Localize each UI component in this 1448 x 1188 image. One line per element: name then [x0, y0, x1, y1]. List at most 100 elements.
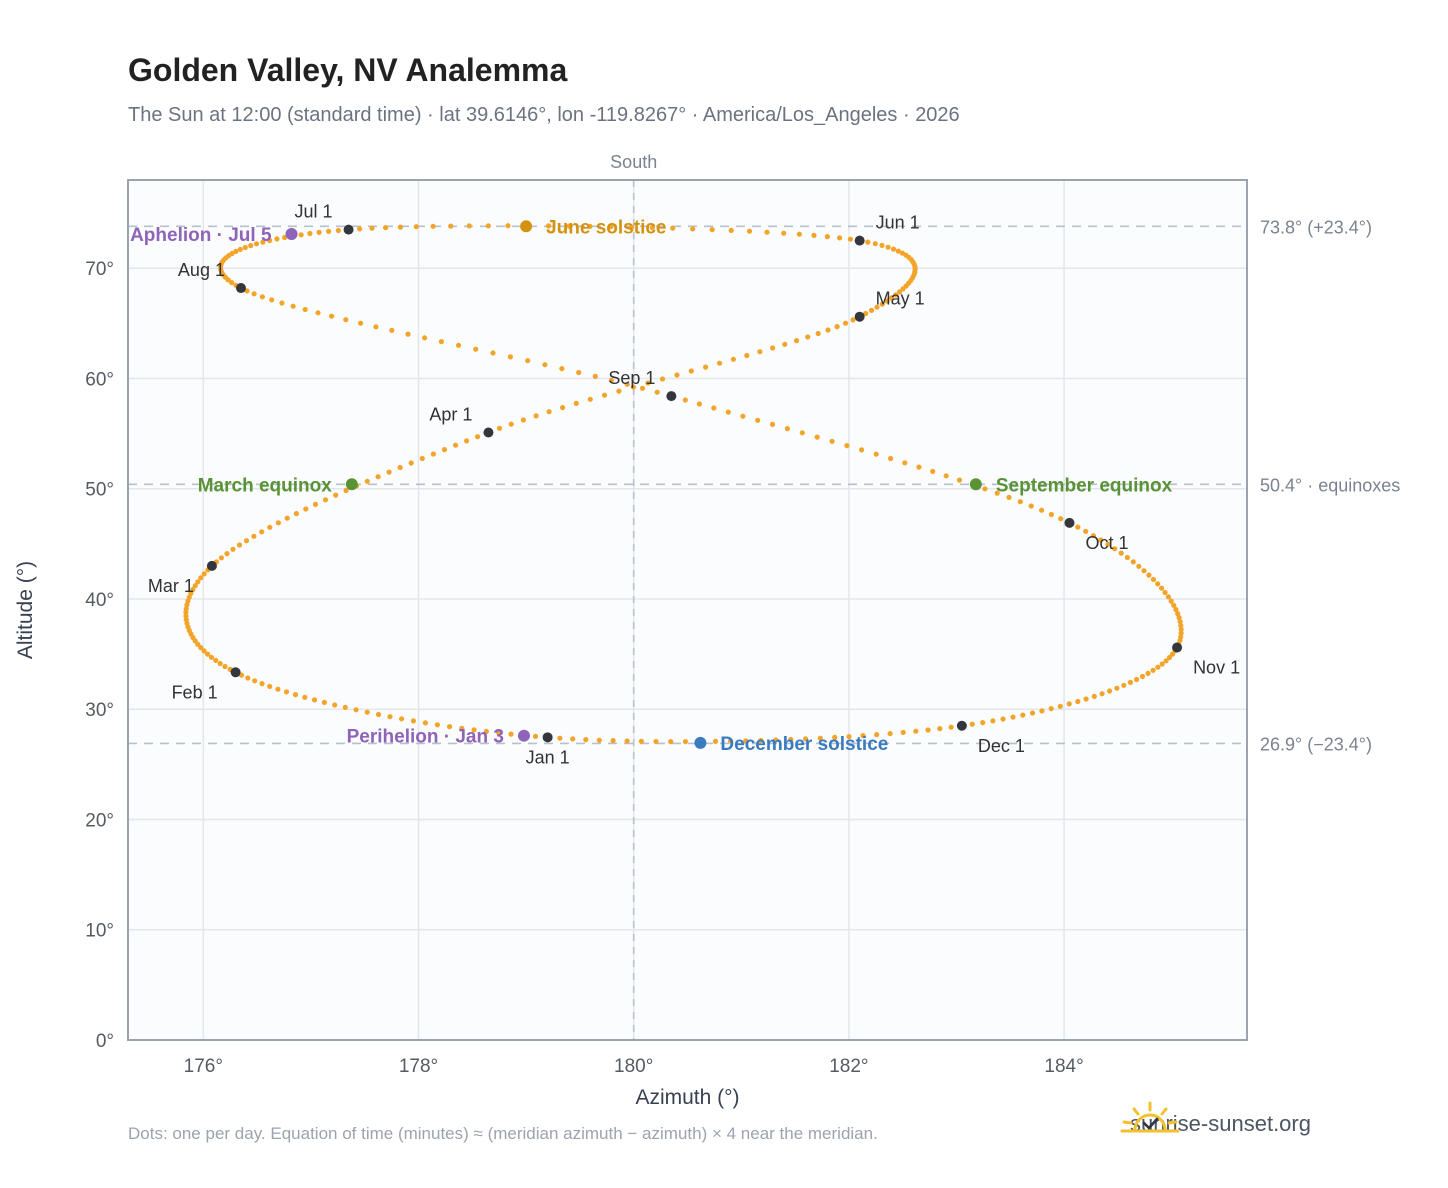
daily-sun-dot [399, 716, 405, 722]
footer-note: Dots: one per day. Equation of time (min… [128, 1124, 878, 1143]
daily-sun-dot [1083, 696, 1089, 702]
daily-sun-dot [282, 234, 288, 241]
daily-sun-dot [485, 223, 491, 229]
daily-sun-dot [773, 737, 779, 743]
daily-sun-dot [868, 307, 875, 313]
daily-sun-dot [475, 434, 481, 440]
daily-sun-dot [925, 727, 931, 733]
daily-sun-dot [769, 421, 776, 427]
reference-label: 26.9° (−23.4°) [1260, 734, 1372, 754]
daily-sun-dot [982, 486, 988, 492]
month-label: Dec 1 [978, 736, 1025, 756]
daily-sun-dot [471, 727, 477, 733]
daily-sun-dot [343, 317, 349, 323]
daily-sun-dot [290, 303, 296, 309]
daily-sun-dot [703, 364, 709, 370]
daily-sun-dot [668, 739, 674, 745]
daily-sun-dot [293, 510, 299, 517]
sun-logo-icon [1120, 1101, 1180, 1133]
event-marker [520, 220, 533, 233]
daily-sun-dot [1127, 679, 1133, 686]
daily-sun-dot [815, 330, 821, 337]
daily-sun-dot [659, 376, 666, 382]
daily-sun-dot [405, 331, 411, 337]
month-label: Jun 1 [876, 213, 920, 233]
daily-sun-dot [846, 734, 852, 740]
daily-sun-dot [198, 645, 204, 651]
daily-sun-dot [201, 648, 207, 654]
daily-sun-dot [1159, 661, 1165, 667]
daily-sun-dot [690, 226, 696, 232]
daily-sun-dot [616, 388, 622, 394]
daily-sun-dot [205, 651, 211, 657]
daily-sun-dot [1020, 712, 1026, 718]
daily-sun-dot [466, 223, 472, 229]
daily-sun-dot [937, 726, 943, 732]
daily-sun-dot [1098, 537, 1104, 543]
event-label: Aphelion · Jul 5 [130, 225, 272, 246]
daily-sun-dot [496, 730, 502, 736]
daily-sun-dot [1124, 554, 1130, 561]
daily-sun-dot [259, 294, 265, 300]
daily-sun-dot [248, 243, 254, 249]
daily-sun-dot [542, 362, 548, 368]
daily-sun-dot [629, 224, 635, 230]
daily-sun-dot [758, 737, 764, 744]
x-tick-label: 184° [1044, 1056, 1083, 1077]
daily-sun-dot [233, 248, 239, 254]
daily-sun-dot [455, 342, 462, 348]
daily-sun-dot [884, 298, 890, 304]
daily-sun-dot [770, 345, 776, 351]
plot-area [128, 180, 1247, 1040]
daily-sun-dot [781, 230, 787, 236]
daily-sun-dot [788, 736, 794, 743]
y-tick-label: 30° [85, 700, 114, 721]
month-label: Apr 1 [429, 404, 472, 424]
y-tick-label: 10° [85, 921, 114, 942]
daily-sun-dot [419, 455, 425, 462]
month-label: Jan 1 [526, 747, 570, 767]
daily-sun-dot [1165, 594, 1171, 600]
daily-sun-dot [608, 377, 615, 383]
daily-sun-dot [373, 324, 379, 330]
daily-sun-dot [1162, 589, 1168, 596]
daily-sun-dot [303, 506, 309, 512]
daily-sun-dot [1173, 606, 1179, 613]
daily-sun-dot [1141, 568, 1147, 574]
daily-sun-dot [375, 711, 382, 718]
daily-sun-dot [375, 474, 381, 480]
daily-sun-dot [1166, 654, 1173, 661]
daily-sun-dot [844, 443, 850, 449]
daily-sun-dot [441, 447, 448, 453]
daily-sun-dot [587, 396, 593, 402]
daily-sun-dot [948, 724, 954, 730]
brand-link[interactable]: sunrise-sunset.org [1120, 1100, 1311, 1148]
daily-sun-dot [865, 239, 871, 245]
daily-sun-dot [682, 397, 688, 403]
daily-sun-dot [545, 223, 552, 229]
month-label: Aug 1 [178, 260, 225, 280]
daily-sun-dot [814, 434, 820, 440]
month-marker [343, 224, 354, 235]
daily-sun-dot [1048, 511, 1054, 518]
daily-sun-dot [1178, 626, 1184, 633]
daily-sun-dot [893, 292, 899, 298]
daily-sun-dot [1114, 685, 1120, 691]
plot-frame [127, 179, 1248, 1041]
daily-sun-dot [329, 313, 335, 319]
event-marker [694, 736, 707, 749]
event-label: March equinox [198, 475, 333, 496]
daily-sun-dot [520, 417, 527, 423]
daily-sun-dot [448, 223, 454, 229]
daily-sun-dot [447, 724, 453, 730]
daily-sun-dot [717, 360, 723, 366]
daily-sun-dot [888, 455, 894, 462]
daily-sun-dot [829, 438, 835, 444]
daily-sun-dot [576, 369, 582, 376]
daily-sun-dot [251, 291, 257, 297]
daily-sun-dot [225, 277, 231, 283]
daily-sun-dot [410, 718, 416, 724]
daily-sun-dot [639, 385, 646, 391]
daily-sun-dot [546, 409, 552, 415]
daily-sun-dot [1066, 701, 1072, 707]
